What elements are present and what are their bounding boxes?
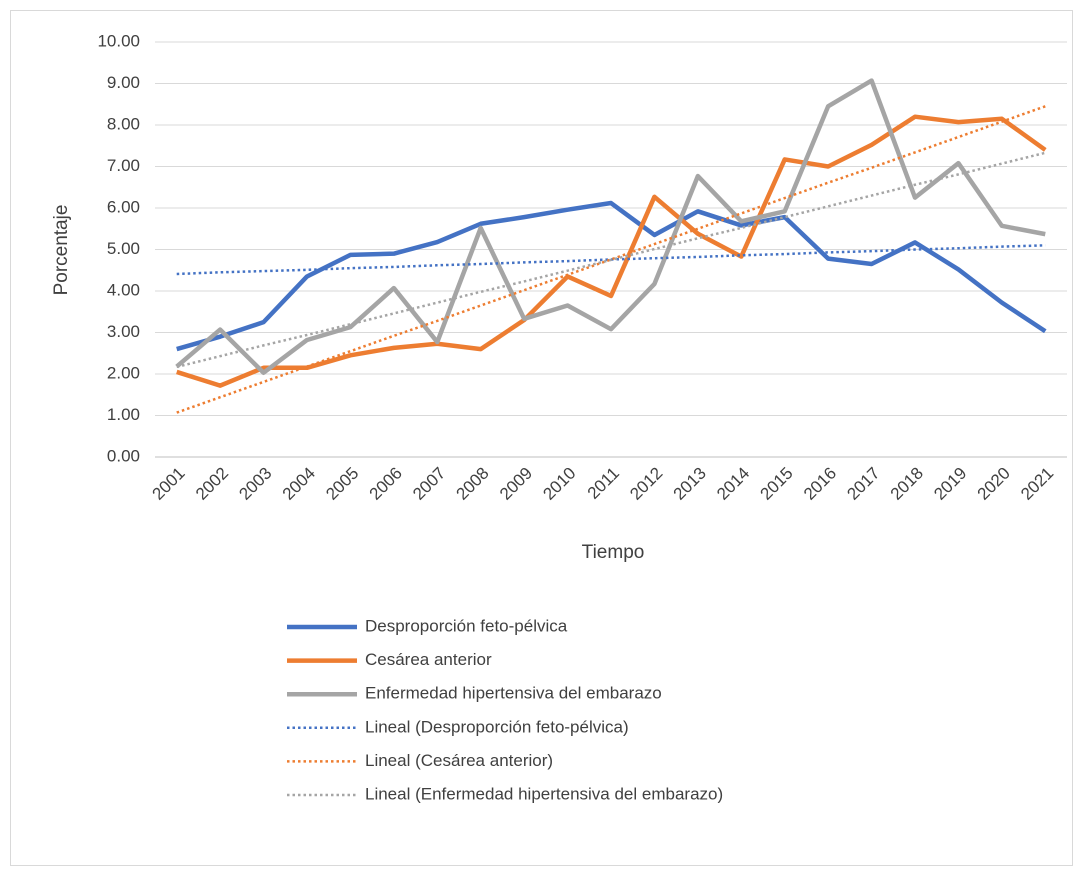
legend-label: Enfermedad hipertensiva del embarazo — [365, 684, 662, 703]
y-tick-label: 6.00 — [107, 197, 140, 216]
y-tick-label: 5.00 — [107, 239, 140, 258]
y-tick-label: 4.00 — [107, 280, 140, 299]
legend-label: Cesárea anterior — [365, 650, 492, 669]
legend-label: Lineal (Enfermedad hipertensiva del emba… — [365, 784, 723, 803]
chart-frame — [10, 10, 1073, 866]
legend-label: Lineal (Cesárea anterior) — [365, 751, 553, 770]
y-tick-label: 0.00 — [107, 446, 140, 465]
x-axis-title: Tiempo — [582, 542, 645, 563]
y-tick-label: 7.00 — [107, 156, 140, 175]
legend-label: Lineal (Desproporción feto-pélvica) — [365, 717, 629, 736]
y-tick-label: 8.00 — [107, 114, 140, 133]
series-line — [175, 78, 1046, 376]
y-tick-label: 9.00 — [107, 73, 140, 92]
y-axis-title: Porcentaje — [51, 205, 72, 296]
legend-label: Desproporción feto-pélvica — [365, 616, 568, 635]
y-tick-label: 2.00 — [107, 363, 140, 382]
y-tick-label: 3.00 — [107, 322, 140, 341]
series-line — [176, 114, 1047, 388]
series-line — [176, 151, 1046, 369]
y-tick-label: 1.00 — [107, 405, 140, 424]
y-tick-label: 10.00 — [97, 31, 140, 50]
